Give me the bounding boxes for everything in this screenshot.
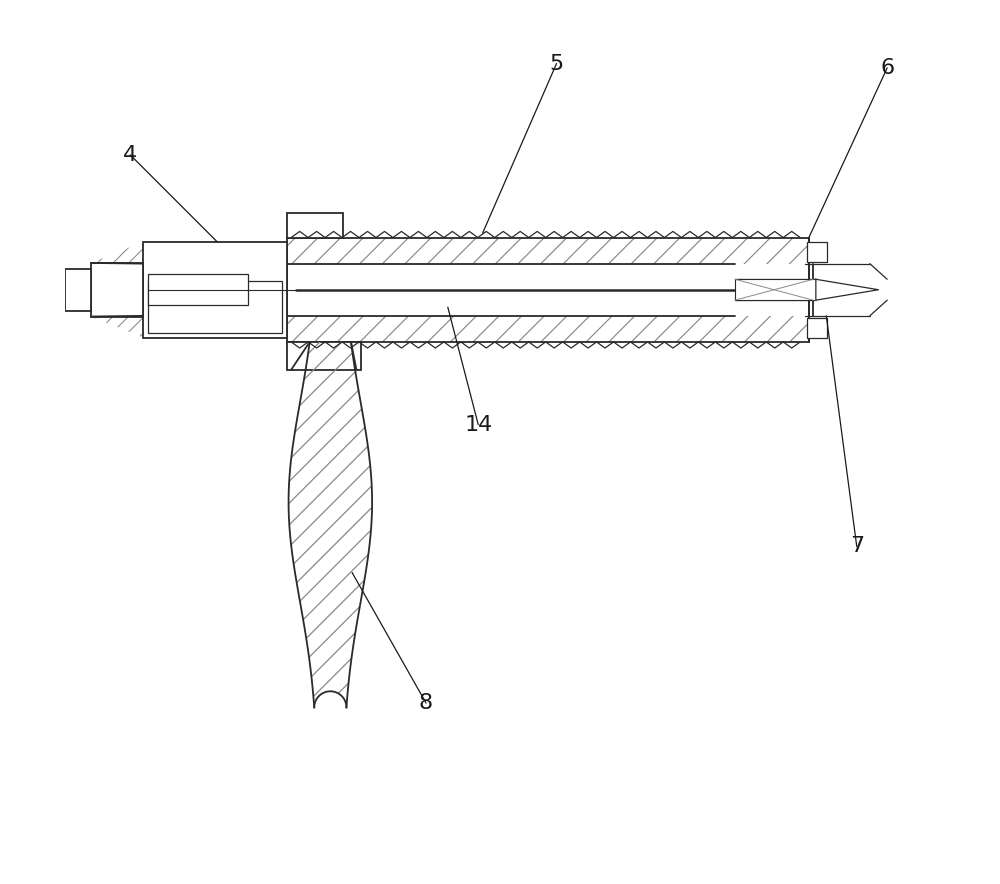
Bar [807, 317, 827, 338]
PathPatch shape [91, 242, 143, 269]
Bar [807, 242, 827, 262]
Text: 4: 4 [123, 145, 137, 164]
Bar [148, 280, 282, 333]
Bar [287, 238, 809, 342]
PathPatch shape [287, 316, 809, 342]
Text: 14: 14 [464, 415, 492, 435]
Polygon shape [289, 342, 372, 707]
PathPatch shape [143, 242, 287, 263]
Text: 5: 5 [549, 54, 564, 73]
Bar [287, 342, 361, 370]
Text: 8: 8 [419, 693, 433, 713]
Text: 7: 7 [850, 537, 864, 556]
Polygon shape [816, 279, 878, 301]
Bar [143, 242, 287, 338]
PathPatch shape [143, 316, 287, 338]
Text: 6: 6 [880, 57, 894, 78]
PathPatch shape [289, 342, 372, 707]
PathPatch shape [287, 213, 343, 238]
Bar [148, 274, 248, 305]
Bar [287, 213, 343, 238]
PathPatch shape [91, 311, 143, 338]
Bar [91, 263, 143, 316]
Bar [65, 269, 91, 311]
PathPatch shape [287, 238, 809, 263]
Bar [735, 279, 816, 301]
